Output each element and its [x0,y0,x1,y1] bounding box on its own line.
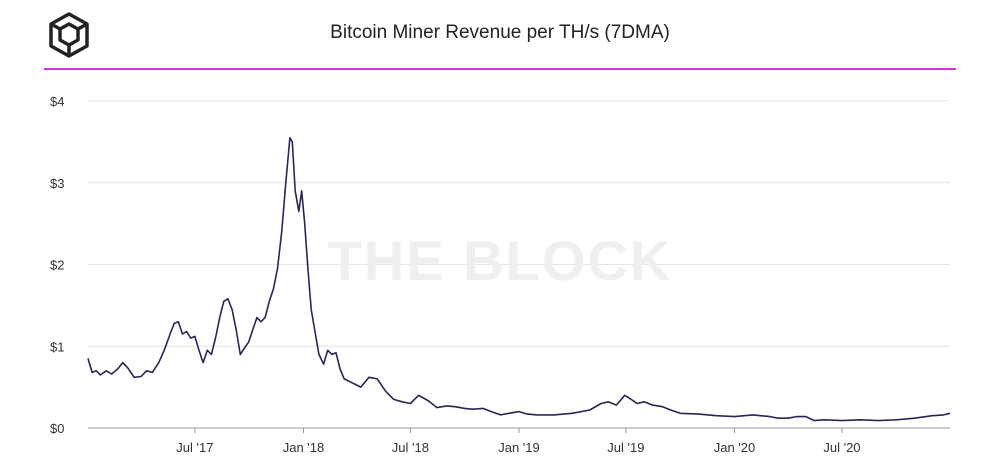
y-tick-label: $1 [50,339,64,354]
x-axis-ticks: Jul '17 Jan '18 Jul '18 Jan '19 Jul '19 Jan '… [176,428,861,455]
y-tick-label: $3 [50,176,64,191]
title-divider [44,68,956,70]
x-tick-label: Jan '19 [498,440,540,455]
watermark: THE BLOCK [328,229,673,292]
x-tick-label: Jan '20 [714,440,756,455]
y-tick-label: $2 [50,258,64,273]
y-tick-label: $4 [50,94,64,109]
gridlines [88,100,950,429]
x-tick-label: Jul '19 [607,440,644,455]
x-tick-label: Jul '18 [392,440,429,455]
chart-title: Bitcoin Miner Revenue per TH/s (7DMA) [330,22,670,43]
y-tick-label: $0 [50,421,64,436]
y-axis-ticks: $0 $1 $2 $3 $4 [50,94,64,436]
x-tick-label: Jan '18 [283,440,325,455]
the-block-cube-icon [44,10,94,60]
series-line [87,137,951,422]
x-tick-label: Jul '20 [823,440,860,455]
x-tick-label: Jul '17 [176,440,213,455]
